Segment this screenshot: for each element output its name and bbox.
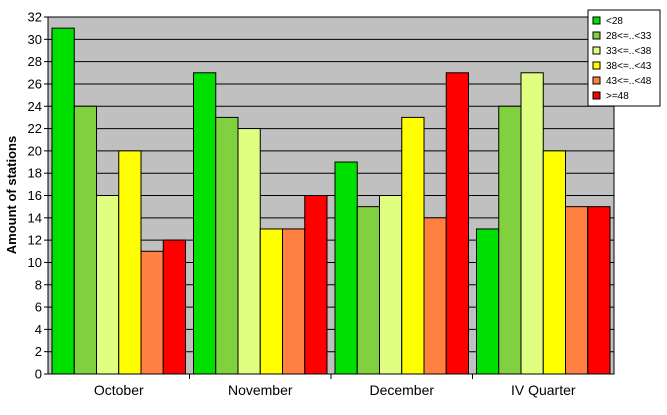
- y-tick-label: 8: [35, 277, 42, 292]
- bar: [401, 116, 425, 375]
- legend-label: >=48: [606, 91, 629, 102]
- y-tick-label: 0: [35, 367, 42, 382]
- y-tick-label: 30: [28, 32, 42, 47]
- bar: [565, 206, 589, 375]
- x-category-label: December: [369, 382, 434, 398]
- bar: [51, 27, 75, 375]
- y-tick-label: 12: [28, 233, 42, 248]
- bar: [282, 228, 306, 375]
- legend-swatch: [592, 46, 601, 55]
- y-axis-title: Amount of stations: [4, 136, 19, 254]
- legend-swatch: [592, 31, 601, 40]
- bar: [476, 228, 500, 375]
- bar: [140, 250, 164, 375]
- y-tick-label: 26: [28, 76, 42, 91]
- y-tick-label: 22: [28, 121, 42, 136]
- bar: [379, 195, 403, 375]
- bars: [51, 27, 611, 375]
- y-tick-label: 24: [28, 99, 42, 114]
- y-tick-label: 28: [28, 54, 42, 69]
- bar: [520, 72, 544, 375]
- y-tick-label: 6: [35, 300, 42, 315]
- legend-swatch: [592, 91, 601, 100]
- bar: [587, 206, 611, 375]
- bar: [259, 228, 283, 375]
- y-tick-label: 4: [35, 322, 42, 337]
- y-tick-label: 14: [28, 210, 42, 225]
- y-tick-label: 18: [28, 166, 42, 181]
- bar: [193, 72, 217, 375]
- legend-label: 33<=..<38: [606, 46, 652, 57]
- bar: [96, 195, 120, 375]
- bar: [73, 105, 97, 375]
- bar: [237, 128, 261, 375]
- legend: <28 28<=..<33 33<=..<38 38<=..<43 43<=..<48 >…: [587, 9, 661, 107]
- bar: [118, 150, 142, 375]
- bar: [445, 72, 469, 375]
- y-tick-label: 20: [28, 143, 42, 158]
- y-tick-label: 10: [28, 255, 42, 270]
- legend-label: 38<=..<43: [606, 61, 652, 72]
- x-category-label: October: [94, 382, 144, 398]
- bar: [542, 150, 566, 375]
- bar: [304, 195, 328, 375]
- x-category-label: November: [228, 382, 293, 398]
- x-category-label: IV Quarter: [511, 382, 576, 398]
- legend-swatch: [592, 16, 601, 25]
- bar: [423, 217, 447, 375]
- bar: [356, 206, 380, 375]
- legend-swatch: [592, 61, 601, 70]
- y-tick-label: 16: [28, 188, 42, 203]
- bar: [498, 105, 522, 375]
- legend-label: <28: [606, 16, 623, 27]
- bar: [334, 161, 358, 375]
- legend-swatch: [592, 76, 601, 85]
- legend-box: [587, 9, 661, 107]
- y-tick-label: 32: [28, 10, 42, 25]
- legend-label: 28<=..<33: [606, 31, 652, 42]
- bar: [162, 239, 186, 375]
- bar: [215, 116, 239, 375]
- legend-label: 43<=..<48: [606, 76, 652, 87]
- x-axis: October November December IV Quarter: [94, 374, 576, 398]
- y-tick-label: 2: [35, 344, 42, 359]
